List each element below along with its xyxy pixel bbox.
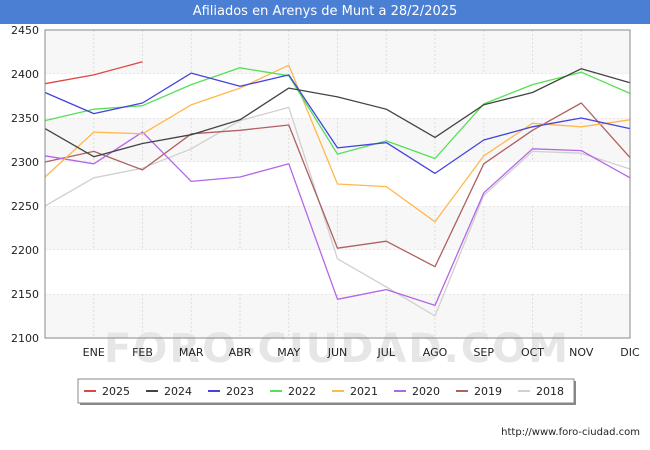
legend-label-2019: 2019 <box>474 385 502 398</box>
x-tick-label: DIC <box>620 346 640 359</box>
x-tick-label: JUN <box>327 346 348 359</box>
series-line-2024 <box>44 68 631 158</box>
series-line-2022 <box>44 67 631 160</box>
x-tick-label: MAR <box>179 346 204 359</box>
x-tick-label: ABR <box>229 346 252 359</box>
series-line-2018 <box>44 106 631 317</box>
x-tick-label: OCT <box>521 346 544 359</box>
grid-band <box>45 250 630 294</box>
series-line-2020 <box>44 131 631 307</box>
watermark: FORO-CIUDAD.COM <box>104 326 570 372</box>
x-tick-label: AGO <box>423 346 448 359</box>
legend-label-2020: 2020 <box>412 385 440 398</box>
y-tick-label: 2250 <box>11 200 39 213</box>
plot-border <box>44 29 631 339</box>
x-tick-label: MAY <box>277 346 300 359</box>
x-tick-label: SEP <box>473 346 494 359</box>
series-lines <box>44 61 631 317</box>
x-tick-label: JUL <box>377 346 396 359</box>
y-tick-label: 2200 <box>11 244 39 257</box>
y-tick-label: 2100 <box>11 332 39 345</box>
y-tick-label: 2300 <box>11 156 39 169</box>
chart-title: Afiliados en Arenys de Munt a 28/2/2025 <box>0 0 650 24</box>
series-line-2019 <box>44 102 631 268</box>
y-tick-label: 2350 <box>11 112 39 125</box>
y-axis-ticks: 2100 2150 2200 2250 2300 2350 2400 2450 <box>11 24 39 345</box>
legend-label-2022: 2022 <box>288 385 316 398</box>
series-line-2023 <box>44 72 631 175</box>
series-line-2025 <box>44 61 143 85</box>
x-tick-label: ENE <box>83 346 105 359</box>
legend-label-2024: 2024 <box>164 385 192 398</box>
footer-url[interactable]: http://www.foro-ciudad.com <box>501 427 640 438</box>
legend-label-2021: 2021 <box>350 385 378 398</box>
x-axis-ticks: ENE FEB MAR ABR MAY JUN JUL AGO SEP OCT NOV DIC <box>83 346 640 359</box>
series-line-2021 <box>44 64 631 223</box>
legend: 2025 2024 2023 2022 2021 2020 2019 2018 <box>77 378 576 405</box>
y-tick-label: 2150 <box>11 288 39 301</box>
legend-box <box>77 378 575 404</box>
legend-label-2023: 2023 <box>226 385 254 398</box>
y-tick-label: 2450 <box>11 24 39 37</box>
y-tick-label: 2400 <box>11 68 39 81</box>
x-tick-label: FEB <box>132 346 153 359</box>
x-tick-label: NOV <box>569 346 594 359</box>
legend-label-2025: 2025 <box>102 385 130 398</box>
grid-band <box>45 74 630 118</box>
legend-label-2018: 2018 <box>536 385 564 398</box>
